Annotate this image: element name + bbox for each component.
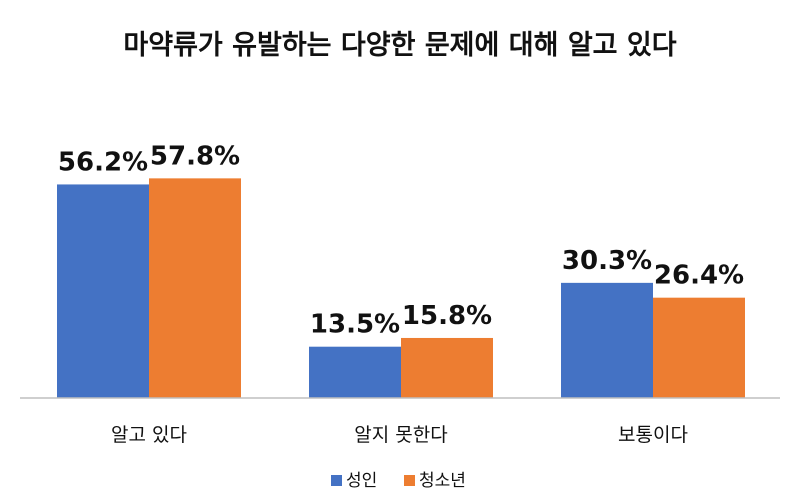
data-label: 26.4% [654, 261, 744, 291]
bars-group: 56.2% 57.8% 13.5% 15.8% 30.3% 26.4% [57, 141, 745, 398]
data-label: 13.5% [310, 310, 400, 340]
legend-swatch [404, 475, 415, 486]
legend-label: 성인 [346, 471, 377, 491]
legend-label: 청소년 [419, 471, 466, 491]
legend-swatch [331, 475, 342, 486]
chart-title: 마약류가 유발하는 다양한 문제에 대해 알고 있다 [123, 30, 676, 61]
data-label: 56.2% [58, 147, 148, 177]
category-label: 알지 못한다 [354, 424, 447, 446]
bar-2-3 [653, 297, 745, 398]
data-label: 15.8% [402, 301, 492, 331]
bar-1-2 [309, 346, 401, 398]
category-labels: 알고 있다 알지 못한다 보통이다 [111, 424, 688, 446]
bar-2-2 [401, 337, 493, 398]
data-label: 57.8% [150, 141, 240, 171]
legend: 성인 청소년 [331, 471, 466, 491]
category-label: 보통이다 [618, 424, 688, 446]
category-label: 알고 있다 [111, 424, 187, 446]
data-label: 30.3% [562, 246, 652, 276]
bar-1-3 [561, 282, 653, 398]
bar-1-1 [57, 184, 149, 398]
bar-2-1 [149, 178, 241, 398]
